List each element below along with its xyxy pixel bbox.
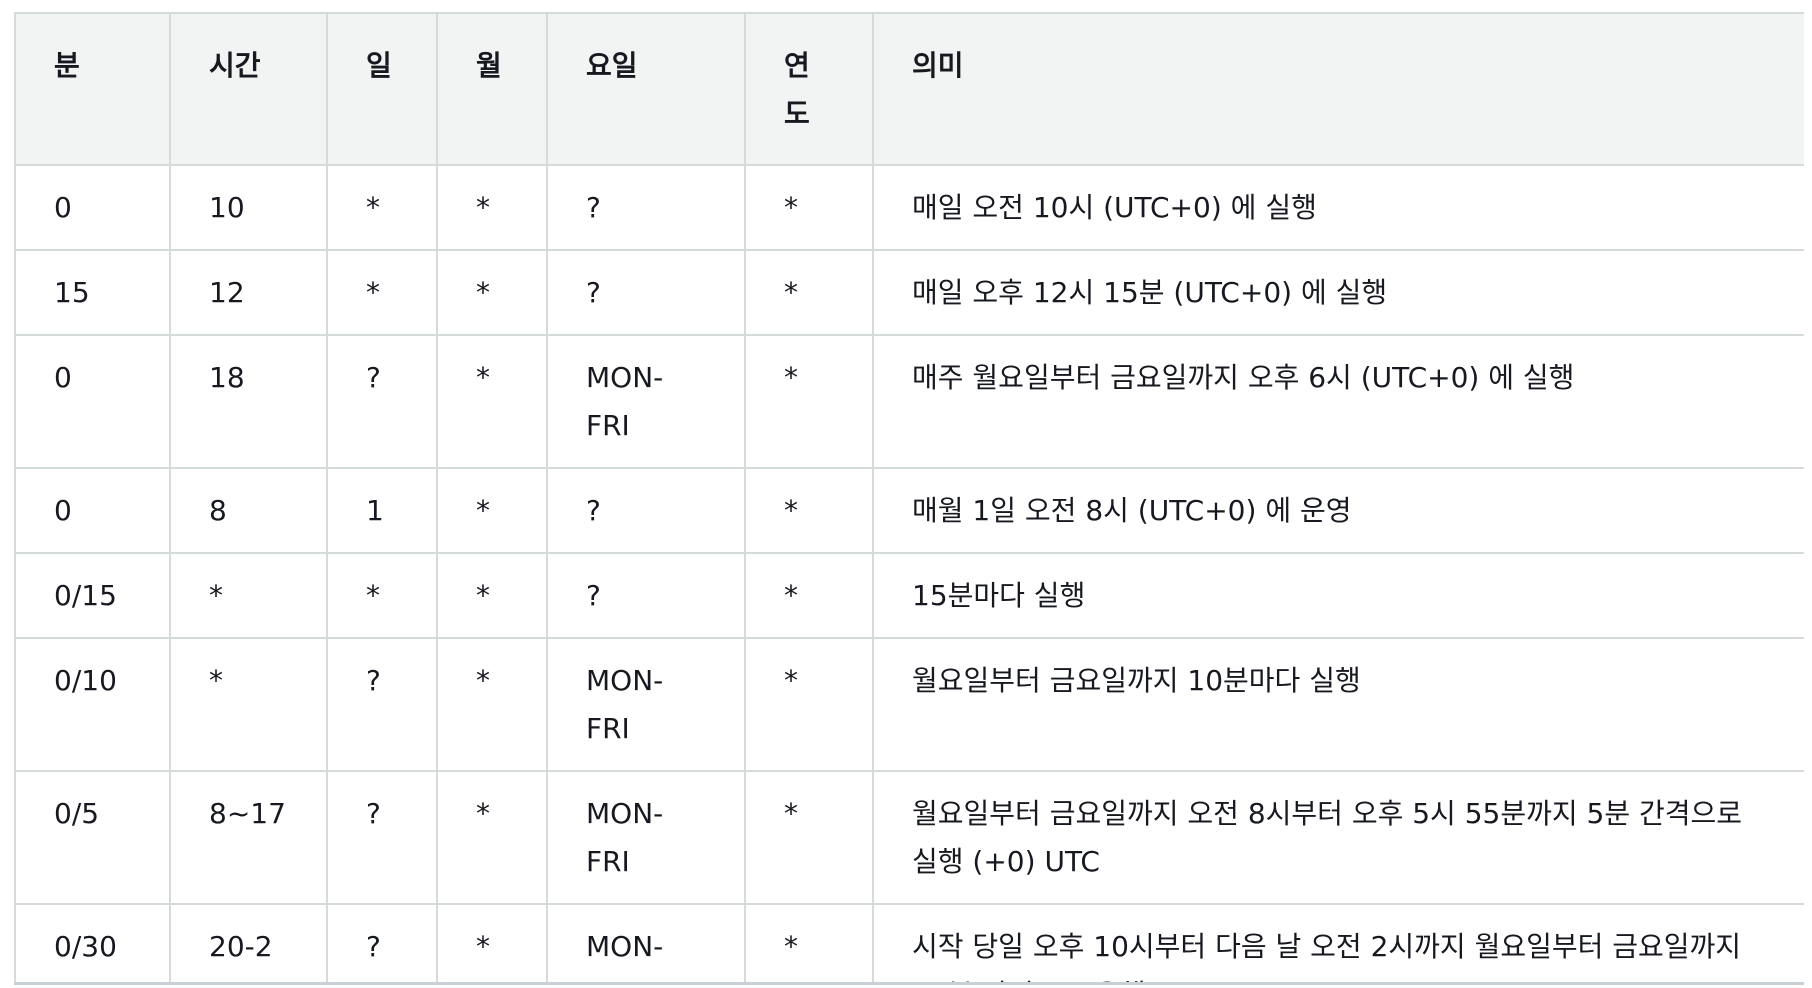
table-header-row: 분 시간 일 월 요일 연도 의미 bbox=[14, 12, 1804, 166]
table-bottom-shadow bbox=[14, 982, 1804, 985]
cell-day: ? bbox=[326, 334, 438, 469]
cell-day: ? bbox=[326, 903, 438, 982]
cell-meaning: 15분마다 실행 bbox=[872, 552, 1804, 639]
cell-year: * bbox=[744, 770, 874, 905]
cell-year: * bbox=[744, 903, 874, 982]
cell-month: * bbox=[436, 467, 548, 554]
cell-month: * bbox=[436, 637, 548, 772]
cell-minute: 0 bbox=[14, 334, 171, 469]
cell-weekday: ? bbox=[546, 467, 746, 554]
table-row: 0 18 ? * MON-FRI * 매주 월요일부터 금요일까지 오후 6시 … bbox=[14, 334, 1804, 469]
cell-meaning: 월요일부터 금요일까지 10분마다 실행 bbox=[872, 637, 1804, 772]
header-month: 월 bbox=[436, 12, 548, 166]
cell-day: * bbox=[326, 164, 438, 251]
meaning-text: 매일 오후 12시 15분 (UTC+0) 에 실행 bbox=[912, 276, 1388, 309]
cell-minute: 0/10 bbox=[14, 637, 171, 772]
cell-day: * bbox=[326, 552, 438, 639]
cell-minute: 0/30 bbox=[14, 903, 171, 982]
cell-month: * bbox=[436, 334, 548, 469]
cell-month: * bbox=[436, 249, 548, 336]
cell-weekday: ? bbox=[546, 552, 746, 639]
cell-weekday: MON-FRI bbox=[546, 903, 746, 982]
cell-year: * bbox=[744, 249, 874, 336]
cell-minute: 0/15 bbox=[14, 552, 171, 639]
cell-day: ? bbox=[326, 770, 438, 905]
cell-month: * bbox=[436, 164, 548, 251]
header-weekday: 요일 bbox=[546, 12, 746, 166]
cell-minute: 0/5 bbox=[14, 770, 171, 905]
cell-meaning: 월요일부터 금요일까지 오전 8시부터 오후 5시 55분까지 5분 간격으로 … bbox=[872, 770, 1804, 905]
table-row: 0/5 8~17 ? * MON-FRI * 월요일부터 금요일까지 오전 8시… bbox=[14, 770, 1804, 905]
table-row: 0 8 1 * ? * 매월 1일 오전 8시 (UTC+0) 에 운영 bbox=[14, 467, 1804, 554]
cell-weekday: ? bbox=[546, 249, 746, 336]
cell-day: * bbox=[326, 249, 438, 336]
meaning-text: 매주 월요일부터 금요일까지 오후 6시 (UTC+0) 에 실행 bbox=[912, 361, 1575, 394]
table-row: 0/30 20-2 ? * MON-FRI * 시작 당일 오후 10시부터 다… bbox=[14, 903, 1804, 982]
cell-year: * bbox=[744, 467, 874, 554]
table-row: 0/15 * * * ? * 15분마다 실행 bbox=[14, 552, 1804, 639]
meaning-text: 월요일부터 금요일까지 오전 8시부터 오후 5시 55분까지 5분 간격으로 … bbox=[912, 797, 1743, 878]
cell-weekday: MON-FRI bbox=[546, 637, 746, 772]
header-minute: 분 bbox=[14, 12, 171, 166]
table-row: 0/10 * ? * MON-FRI * 월요일부터 금요일까지 10분마다 실… bbox=[14, 637, 1804, 772]
cell-day: 1 bbox=[326, 467, 438, 554]
cron-table-container: 분 시간 일 월 요일 연도 의미 0 10 * * ? * 매일 오전 10시… bbox=[14, 12, 1804, 982]
cell-meaning: 매월 1일 오전 8시 (UTC+0) 에 운영 bbox=[872, 467, 1804, 554]
cell-month: * bbox=[436, 552, 548, 639]
meaning-text: 시작 당일 오후 10시부터 다음 날 오전 2시까지 월요일부터 금요일까지 … bbox=[912, 930, 1742, 982]
header-year: 연도 bbox=[744, 12, 874, 166]
cell-hour: 20-2 bbox=[169, 903, 328, 982]
table-row: 15 12 * * ? * 매일 오후 12시 15분 (UTC+0) 에 실행 bbox=[14, 249, 1804, 336]
cell-month: * bbox=[436, 770, 548, 905]
cell-year: * bbox=[744, 552, 874, 639]
meaning-text: 매월 1일 오전 8시 (UTC+0) 에 운영 bbox=[912, 494, 1352, 527]
cell-hour: 8~17 bbox=[169, 770, 328, 905]
cell-weekday: MON-FRI bbox=[546, 334, 746, 469]
header-day: 일 bbox=[326, 12, 438, 166]
cell-meaning: 매주 월요일부터 금요일까지 오후 6시 (UTC+0) 에 실행 bbox=[872, 334, 1804, 469]
cell-hour: 18 bbox=[169, 334, 328, 469]
meaning-text: 15분마다 실행 bbox=[912, 579, 1086, 612]
header-hour: 시간 bbox=[169, 12, 328, 166]
cell-weekday: ? bbox=[546, 164, 746, 251]
cell-hour: 8 bbox=[169, 467, 328, 554]
cell-minute: 0 bbox=[14, 164, 171, 251]
meaning-text: 월요일부터 금요일까지 10분마다 실행 bbox=[912, 664, 1361, 697]
cell-month: * bbox=[436, 903, 548, 982]
cell-hour: * bbox=[169, 552, 328, 639]
cell-weekday: MON-FRI bbox=[546, 770, 746, 905]
cell-minute: 0 bbox=[14, 467, 171, 554]
meaning-text: 매일 오전 10시 (UTC+0) 에 실행 bbox=[912, 191, 1317, 224]
cell-minute: 15 bbox=[14, 249, 171, 336]
cell-year: * bbox=[744, 637, 874, 772]
table-row: 0 10 * * ? * 매일 오전 10시 (UTC+0) 에 실행 bbox=[14, 164, 1804, 251]
cell-hour: * bbox=[169, 637, 328, 772]
cell-hour: 10 bbox=[169, 164, 328, 251]
cron-expression-table: 분 시간 일 월 요일 연도 의미 0 10 * * ? * 매일 오전 10시… bbox=[14, 12, 1804, 982]
cell-meaning: 매일 오전 10시 (UTC+0) 에 실행 bbox=[872, 164, 1804, 251]
cell-year: * bbox=[744, 164, 874, 251]
cell-hour: 12 bbox=[169, 249, 328, 336]
cell-meaning: 매일 오후 12시 15분 (UTC+0) 에 실행 bbox=[872, 249, 1804, 336]
cell-day: ? bbox=[326, 637, 438, 772]
cell-year: * bbox=[744, 334, 874, 469]
cell-meaning: 시작 당일 오후 10시부터 다음 날 오전 2시까지 월요일부터 금요일까지 … bbox=[872, 903, 1804, 982]
header-meaning: 의미 bbox=[872, 12, 1804, 166]
